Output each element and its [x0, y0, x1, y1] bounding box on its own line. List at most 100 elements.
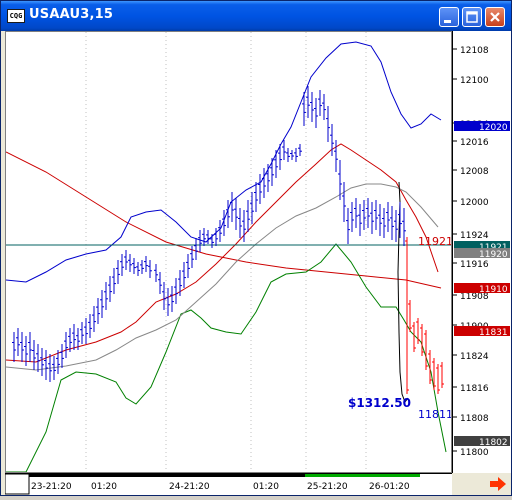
chart-plot-area[interactable]: 11921 $1312.50 11811	[5, 31, 453, 473]
price-bar	[402, 208, 406, 246]
price-tick-label: 11824	[460, 352, 489, 362]
price-bar	[158, 272, 162, 294]
price-bars	[12, 86, 444, 394]
time-tick-label: 23-21:20	[31, 482, 72, 492]
price-bar	[56, 350, 60, 374]
close-button[interactable]	[485, 7, 505, 27]
price-bar-last	[408, 300, 412, 332]
price-bar-last	[440, 362, 444, 388]
price-bar-last	[428, 350, 432, 384]
price-bar-last	[416, 318, 420, 344]
price-bar	[76, 328, 80, 350]
price-tick-label: 11808	[460, 414, 489, 424]
price-bar	[92, 306, 96, 332]
price-bar-last	[412, 322, 416, 352]
price-tag-label: 11910	[479, 285, 508, 295]
price-bar	[286, 148, 290, 162]
price-bar	[318, 90, 322, 116]
price-tick-label: 12008	[460, 167, 489, 177]
price-bar	[178, 270, 182, 296]
moving-average-slow-line	[5, 151, 442, 289]
price-bar	[250, 192, 254, 224]
price-bar	[370, 202, 374, 234]
price-tag-label: 12020	[479, 123, 508, 133]
price-bar	[20, 332, 24, 362]
price-bar	[48, 354, 52, 382]
minimize-button[interactable]	[439, 7, 459, 27]
price-bar	[84, 318, 88, 344]
price-bar	[270, 158, 274, 186]
price-bar	[210, 234, 214, 248]
maximize-button[interactable]	[462, 7, 482, 27]
price-bar	[88, 314, 92, 338]
price-bar	[206, 230, 210, 244]
price-bar-last	[432, 358, 436, 390]
price-bar	[16, 328, 20, 356]
price-tag: 11802	[454, 436, 510, 448]
window-title: USAAU3,15	[29, 7, 114, 22]
price-bar	[278, 144, 282, 170]
price-bar	[136, 262, 140, 276]
price-bar	[186, 254, 190, 278]
price-axis[interactable]: 1210812100120241201612008120001192411916…	[452, 31, 511, 473]
price-bar	[326, 106, 330, 142]
price-bar	[302, 92, 306, 126]
price-tick-label: 11924	[460, 231, 489, 241]
price-bar	[338, 160, 342, 200]
moving-average-fast-line	[5, 143, 439, 363]
price-bar	[116, 260, 120, 284]
price-bar	[72, 324, 76, 350]
time-axis[interactable]: 23-21:20 01:20 24-21:20 01:20 25-21:20 26-01:…	[4, 473, 452, 495]
price-bar	[274, 150, 278, 178]
app-icon[interactable]: CQG	[7, 9, 25, 23]
maximize-icon	[466, 11, 478, 23]
price-tag: 11910	[454, 283, 510, 295]
price-bar	[230, 192, 234, 222]
price-chart[interactable]: 11921 $1312.50 11811	[5, 32, 453, 473]
price-bar	[294, 148, 298, 162]
price-bar	[162, 282, 166, 310]
price-bar	[314, 98, 318, 128]
price-bar	[108, 276, 112, 302]
price-bar	[298, 144, 302, 156]
price-bar	[354, 198, 358, 228]
price-bar	[202, 228, 206, 246]
price-bar	[154, 264, 158, 282]
right-arrow-icon[interactable]	[452, 473, 511, 495]
price-bar	[32, 340, 36, 370]
price-bar	[218, 220, 222, 242]
price-bar	[44, 350, 48, 380]
price-tick-label: 12016	[460, 138, 489, 148]
price-bar	[398, 202, 402, 238]
price-tick-label: 11908	[460, 292, 489, 302]
price-tags: 120201192111920119101183111802	[454, 121, 510, 448]
price-bar	[254, 182, 258, 212]
price-bar	[374, 200, 378, 230]
price-bar	[246, 200, 250, 232]
price-bar	[330, 124, 334, 156]
price-bar	[60, 344, 64, 368]
price-tag: 12020	[454, 121, 510, 133]
price-tick-label: 12100	[460, 76, 489, 86]
price-bar-last	[424, 330, 428, 370]
minimize-icon	[444, 20, 451, 23]
price-bar	[132, 258, 136, 274]
price-bar	[262, 168, 266, 198]
price-bar	[238, 208, 242, 238]
price-bar	[100, 290, 104, 318]
price-bar	[342, 182, 346, 222]
scroll-arrow-corner[interactable]	[452, 473, 511, 495]
price-bar	[144, 256, 148, 272]
price-bar	[124, 250, 128, 270]
price-bar	[36, 344, 40, 372]
price-bar	[148, 260, 152, 278]
price-bar	[306, 86, 310, 118]
price-bar	[394, 210, 398, 242]
price-bar	[40, 348, 44, 376]
time-tick-label: 01:20	[91, 482, 117, 492]
title-bar[interactable]: CQG USAAU3,15	[1, 1, 511, 31]
price-bar	[366, 198, 370, 228]
price-tick-label: 11800	[460, 448, 489, 458]
bollinger-lower-band	[6, 243, 447, 473]
price-tick-label: 12000	[460, 198, 489, 208]
